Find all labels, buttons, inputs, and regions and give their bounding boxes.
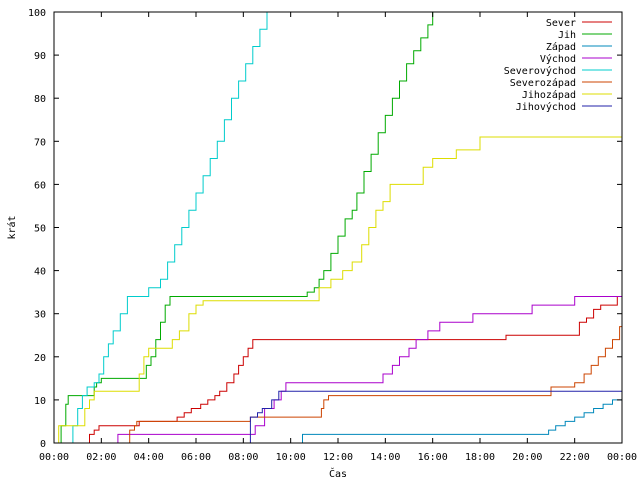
- x-tick-label: 14:00: [370, 452, 400, 463]
- x-tick-label: 18:00: [465, 452, 495, 463]
- x-tick-label: 04:00: [134, 452, 164, 463]
- series-line: [70, 12, 268, 444]
- y-tick-label: 0: [40, 439, 46, 450]
- series-line: [300, 399, 622, 444]
- series-line: [56, 136, 622, 444]
- legend-label: Jihozápad: [522, 89, 576, 101]
- x-tick-label: 02:00: [86, 452, 116, 463]
- y-tick-label: 40: [34, 267, 46, 278]
- series-lines: [56, 12, 622, 444]
- x-tick-label: 06:00: [181, 452, 211, 463]
- series-line: [127, 326, 622, 444]
- y-tick-label: 10: [34, 396, 46, 407]
- legend-label: Severovýchod: [504, 65, 576, 77]
- axes: 0 10 20 30 40 50 60 70 80 90 100 00:00 02:00 04:00 06:…: [28, 8, 637, 463]
- legend-label: Severozápad: [510, 77, 576, 89]
- x-tick-label: 00:00: [607, 452, 637, 463]
- legend-label: Západ: [546, 41, 576, 53]
- x-tick-label: 08:00: [228, 452, 258, 463]
- y-tick-label: 80: [34, 94, 46, 105]
- x-axis-label: Čas: [329, 467, 347, 480]
- y-tick-label: 50: [34, 224, 46, 235]
- legend-label: Sever: [546, 18, 576, 29]
- series-line: [84, 296, 622, 444]
- legend-label: Jihovýchod: [516, 101, 576, 113]
- x-tick-label: 22:00: [560, 452, 590, 463]
- y-tick-label: 30: [34, 310, 46, 321]
- series-line: [115, 296, 622, 444]
- y-tick-label: 70: [34, 137, 46, 148]
- x-tick-label: 12:00: [323, 452, 353, 463]
- legend-label: Východ: [540, 53, 576, 65]
- y-axis-label: krát: [6, 215, 18, 239]
- x-tick-label: 16:00: [418, 452, 448, 463]
- legend-label: Jih: [558, 30, 576, 41]
- legend: SeverJihZápadVýchodSeverovýchodSeverozáp…: [504, 18, 612, 113]
- x-tick-label: 00:00: [39, 452, 69, 463]
- x-tick-label: 10:00: [276, 452, 306, 463]
- y-tick-label: 100: [28, 8, 46, 19]
- y-tick-label: 90: [34, 51, 46, 62]
- y-tick-label: 60: [34, 180, 46, 191]
- x-tick-label: 20:00: [512, 452, 542, 463]
- y-tick-label: 20: [34, 353, 46, 364]
- series-line: [248, 390, 622, 444]
